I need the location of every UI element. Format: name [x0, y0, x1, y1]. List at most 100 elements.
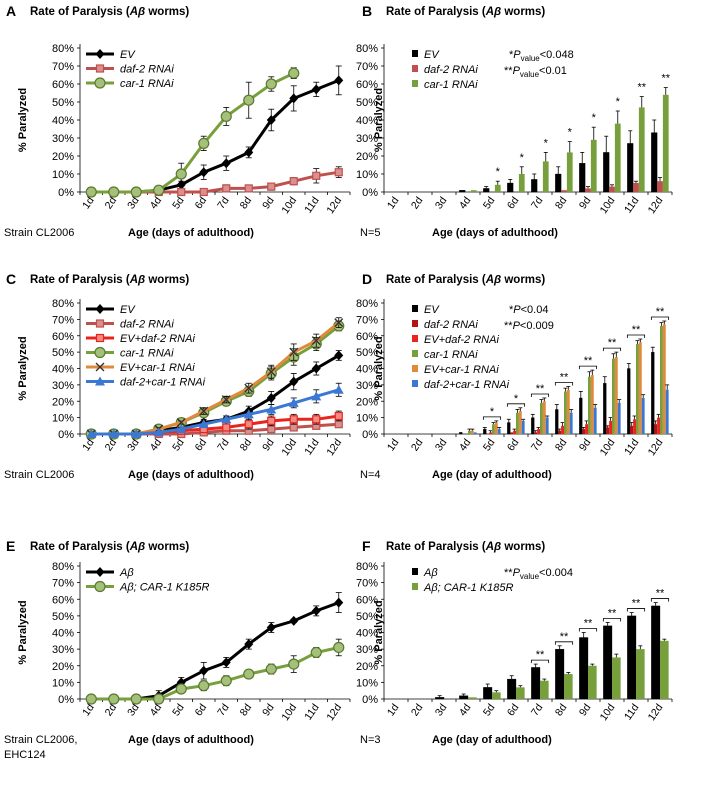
x-tick-label: 2d [103, 195, 120, 212]
bar [609, 186, 615, 192]
x-tick-label: 12d [646, 437, 666, 458]
legend-label: daf-2 RNAi [120, 64, 174, 76]
x-tick-label: 7d [215, 195, 232, 212]
bar [582, 429, 586, 434]
significance-bracket [650, 598, 670, 602]
y-tick-label: 70% [52, 314, 74, 326]
x-tick-label: 1d [385, 437, 402, 454]
series-a-car-1-k185r [85, 638, 345, 705]
bar [521, 420, 525, 434]
x-tick-label: 7d [215, 437, 232, 454]
bar [459, 695, 469, 700]
triangle-marker [153, 427, 164, 437]
triangle-marker [86, 429, 97, 438]
bar [564, 391, 567, 434]
bar [494, 184, 501, 192]
significance-marker: * [520, 152, 525, 164]
y-tick-label: 10% [52, 677, 74, 689]
x-tick-label: 11d [622, 702, 642, 723]
bar [564, 674, 573, 699]
legend-label: daf-2 RNAi [120, 319, 174, 331]
significance-marker: ** [560, 631, 569, 643]
x-tick-label: 8d [238, 195, 255, 212]
y-tick-label: 0% [362, 429, 378, 441]
x-tick-label: 5d [170, 702, 187, 719]
y-tick-label: 0% [362, 694, 378, 706]
triangle-marker [198, 419, 209, 429]
square-marker [244, 420, 253, 429]
legend-label: EV+daf-2 RNAi [120, 333, 195, 345]
x-tick-label: 10d [279, 702, 299, 723]
diamond-marker [334, 75, 344, 86]
legend-swatch [412, 365, 418, 372]
bar [470, 430, 474, 434]
bar [492, 424, 495, 434]
x-tick-label: 4d [457, 702, 474, 719]
circle-marker [220, 675, 232, 687]
circle-marker [108, 186, 120, 198]
significance-bracket [578, 628, 598, 632]
significance-marker: ** [584, 618, 593, 630]
x-tick-label: 2d [103, 437, 120, 454]
diamond-marker [266, 392, 276, 403]
bar [510, 432, 514, 434]
x-marker [95, 362, 105, 372]
y-tick-label: 60% [356, 79, 378, 91]
x-tick-label: 2d [409, 702, 426, 719]
bar [654, 424, 658, 434]
series-daf-2-rnai [561, 177, 663, 192]
bar [531, 179, 538, 193]
bar [627, 615, 637, 700]
diamond-marker [199, 665, 209, 676]
x-tick-label: 8d [238, 702, 255, 719]
bar [435, 697, 445, 700]
x-tick-label: 8d [238, 437, 255, 454]
bar [603, 625, 613, 700]
panel-letter: A [6, 3, 16, 19]
square-marker [267, 416, 276, 425]
x-tick-label: 8d [553, 437, 570, 454]
triangle-marker [95, 376, 105, 386]
bar [555, 409, 559, 435]
legend-label: EV+car-1 RNAi [424, 364, 499, 376]
x-tick-label: 10d [279, 437, 299, 458]
legend-label: Aβ; CAR-1 K185R [119, 582, 209, 594]
bar [603, 383, 607, 435]
panel-letter: C [6, 271, 16, 287]
bar [518, 174, 525, 192]
x-tick-label: 11d [622, 437, 642, 458]
circle-marker [243, 94, 255, 106]
bar [641, 397, 645, 434]
y-axis-label: % Paralyzed [373, 88, 385, 152]
bar [507, 422, 511, 435]
significance-bracket [626, 608, 646, 612]
x-tick-label: 12d [324, 702, 344, 723]
x-tick-label: 3d [125, 702, 142, 719]
significance-bracket [578, 365, 598, 370]
series-ev-car-1-rnai [470, 320, 667, 434]
y-tick-label: 70% [52, 61, 74, 73]
significance-marker: ** [632, 324, 641, 336]
square-marker [199, 187, 208, 197]
series-daf-2-rnai [510, 420, 658, 434]
bar [489, 432, 492, 434]
y-tick-label: 10% [52, 169, 74, 181]
series-car-1-rnai [470, 87, 669, 192]
significance-marker: ** [661, 73, 670, 85]
p-value-annotation: *P<0.04 [509, 304, 548, 316]
x-tick-label: 7d [529, 702, 546, 719]
significance-marker: * [496, 166, 501, 178]
square-marker [312, 415, 321, 424]
x-tick-label: 1d [385, 195, 402, 212]
y-axis-label: % Paralyzed [17, 88, 29, 152]
square-marker [222, 423, 231, 432]
significance-marker: * [514, 393, 519, 405]
p-value-annotation: **Pvalue<0.01 [504, 65, 567, 79]
x-tick-label: 12d [646, 702, 666, 723]
circle-marker [85, 693, 97, 705]
p-value-annotation: **P<0.009 [504, 320, 554, 332]
circle-marker [175, 683, 187, 695]
x-tick-label: 3d [125, 195, 142, 212]
x-tick-label: 2d [409, 437, 426, 454]
